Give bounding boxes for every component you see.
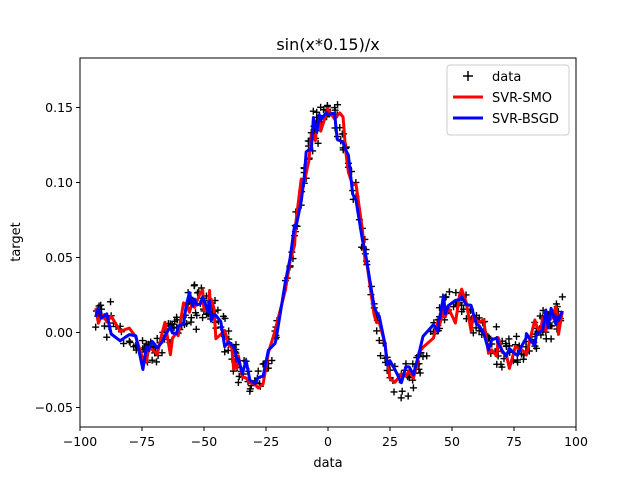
data-point: [153, 358, 161, 366]
data-point: [103, 333, 111, 341]
data-point: [502, 340, 510, 348]
data-point: [505, 335, 513, 343]
data-point: [416, 369, 424, 377]
legend-label-svr-smo: SVR-SMO: [492, 91, 552, 106]
legend-label-svr-bsgd: SVR-BSGD: [492, 112, 559, 127]
data-point: [192, 325, 200, 333]
data-point: [497, 360, 505, 368]
data-point: [158, 349, 166, 357]
data-point: [246, 385, 254, 393]
data-point: [314, 139, 322, 147]
data-point: [547, 335, 555, 343]
data-point: [532, 344, 540, 352]
data-point: [192, 309, 200, 317]
data-point: [492, 323, 500, 331]
data-point: [558, 293, 566, 301]
data-point: [469, 329, 477, 337]
x-tick-label: 0: [324, 434, 332, 449]
x-axis-label: data: [313, 456, 342, 471]
y-axis: −0.05 0.00 0.05 0.10 0.15: [35, 100, 80, 415]
data-point: [214, 306, 222, 314]
data-point: [373, 327, 381, 335]
data-point: [513, 356, 521, 364]
y-tick-label: 0.10: [45, 175, 73, 190]
x-tick-label: −25: [253, 434, 279, 449]
x-tick-label: 25: [382, 434, 398, 449]
x-tick-label: −100: [63, 434, 97, 449]
data-point: [148, 356, 156, 364]
legend-label-data: data: [492, 70, 521, 85]
y-axis-label: target: [9, 222, 24, 262]
x-tick-label: 75: [506, 434, 522, 449]
data-point: [221, 314, 229, 322]
data-point: [173, 313, 181, 321]
data-point: [187, 318, 195, 326]
data-point: [92, 323, 100, 331]
legend: data SVR-SMO SVR-BSGD: [446, 64, 570, 136]
y-tick-label: 0.05: [45, 250, 73, 265]
data-point: [519, 355, 527, 363]
data-point: [377, 352, 385, 360]
x-tick-label: −75: [129, 434, 155, 449]
y-tick-label: −0.05: [35, 400, 73, 415]
data-point: [450, 303, 458, 311]
x-axis: −100 −75 −50 −25 0 25 50 75 100: [63, 427, 588, 449]
x-tick-label: 100: [564, 434, 588, 449]
data-point: [120, 340, 128, 348]
x-tick-label: −50: [191, 434, 217, 449]
legend-marker-data: [463, 71, 473, 81]
data-point: [390, 388, 398, 396]
scatter-series-data: [92, 101, 566, 402]
data-point: [512, 332, 520, 340]
data-point: [97, 301, 105, 309]
data-point: [199, 314, 207, 322]
x-tick-label: 50: [444, 434, 460, 449]
chart-title: sin(x*0.15)/x: [276, 35, 379, 54]
data-point: [536, 312, 544, 320]
data-point: [397, 394, 405, 402]
data-point: [375, 336, 383, 344]
data-point: [445, 288, 453, 296]
data-point: [107, 298, 115, 306]
data-point: [268, 356, 276, 364]
data-point: [452, 289, 460, 297]
data-point: [125, 337, 133, 345]
data-point: [254, 367, 262, 375]
line-series-svr-bsgd: [94, 110, 564, 385]
data-point: [409, 384, 417, 392]
data-point: [191, 281, 199, 289]
data-point: [423, 352, 431, 360]
y-tick-label: 0.00: [45, 325, 73, 340]
data-point: [234, 378, 242, 386]
data-point: [309, 107, 317, 115]
data-point: [404, 392, 412, 400]
data-point: [139, 337, 147, 345]
y-tick-label: 0.15: [45, 100, 73, 115]
data-point: [100, 322, 108, 330]
data-point: [221, 348, 229, 356]
data-point: [398, 387, 406, 395]
